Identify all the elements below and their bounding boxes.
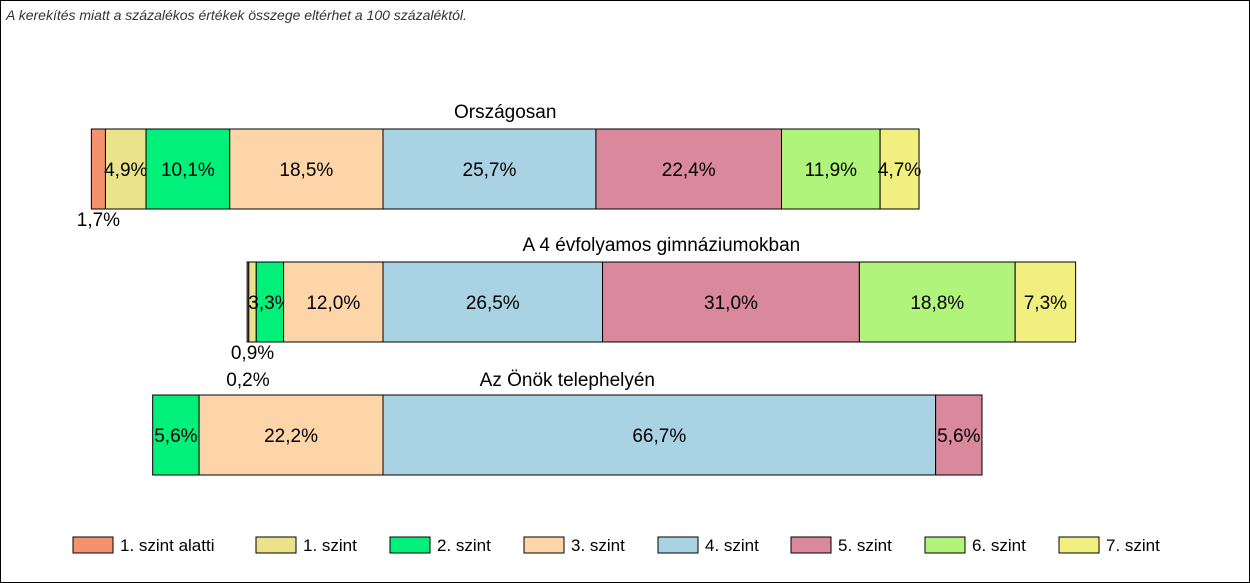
- bar-title: A 4 évfolyamos gimnáziumokban: [522, 235, 800, 256]
- bar-title: Országosan: [454, 102, 556, 123]
- bar-segment-6: [595, 128, 783, 210]
- legend-swatch: [790, 536, 832, 554]
- bar-segment-5: [382, 261, 604, 343]
- legend-label: 4. szint: [705, 536, 759, 555]
- segment-value-label: 5,6%: [937, 426, 980, 447]
- legend-swatch: [657, 536, 699, 554]
- segment-value-label: 4,9%: [104, 160, 147, 181]
- bar-segment-6: [935, 394, 983, 476]
- legend-label: 1. szint: [303, 536, 357, 555]
- segment-value-label: 22,2%: [264, 426, 318, 447]
- legend-item: 5. szint: [790, 536, 892, 555]
- bar-segment-8: [1014, 261, 1077, 343]
- legend-swatch: [1058, 536, 1100, 554]
- rounding-note: A kerekítés miatt a százalékos értékek ö…: [6, 7, 467, 23]
- segment-value-label: 66,7%: [632, 426, 686, 447]
- legend-item: 6. szint: [924, 536, 1026, 555]
- segment-value-label: 12,0%: [306, 293, 360, 314]
- legend-item: 3. szint: [523, 536, 625, 555]
- bar-segment-7: [858, 261, 1016, 343]
- segment-value-label: 5,6%: [154, 426, 197, 447]
- legend-label: 6. szint: [972, 536, 1026, 555]
- legend-label: 3. szint: [571, 536, 625, 555]
- segment-value-label: 0,2%: [226, 370, 269, 391]
- legend-item: 4. szint: [657, 536, 759, 555]
- legend-swatch: [389, 536, 431, 554]
- bar-segment-7: [781, 128, 881, 210]
- segment-value-label: 18,5%: [279, 160, 333, 181]
- legend-item: 7. szint: [1058, 536, 1160, 555]
- legend-label: 2. szint: [437, 536, 491, 555]
- bar-segment-5: [382, 128, 597, 210]
- legend-label: 7. szint: [1106, 536, 1160, 555]
- legend-swatch: [924, 536, 966, 554]
- bar-segment-2: [104, 128, 147, 210]
- segment-value-label: 3,3%: [248, 293, 291, 314]
- bar-segment-5: [382, 394, 937, 476]
- legend-item: 1. szint alatti: [72, 536, 215, 555]
- segment-value-label: 31,0%: [704, 293, 758, 314]
- segment-value-label: 22,4%: [662, 160, 716, 181]
- bar-segment-4: [198, 394, 384, 476]
- segment-value-label: 18,8%: [910, 293, 964, 314]
- segment-value-label: 1,7%: [77, 210, 120, 231]
- legend-item: 2. szint: [389, 536, 491, 555]
- bar-segment-8: [879, 128, 920, 210]
- segment-value-label: 7,3%: [1024, 293, 1067, 314]
- segment-value-label: 26,5%: [466, 293, 520, 314]
- legend-label: 1. szint alatti: [120, 536, 215, 555]
- segment-value-label: 10,1%: [161, 160, 215, 181]
- legend-swatch: [523, 536, 565, 554]
- legend-label: 5. szint: [838, 536, 892, 555]
- bar-segment-3: [152, 394, 200, 476]
- bar-segment-3: [255, 261, 285, 343]
- bar-segment-6: [602, 261, 860, 343]
- bar-segment-4: [229, 128, 384, 210]
- segment-value-label: 0,9%: [231, 343, 274, 364]
- legend-swatch: [255, 536, 297, 554]
- segment-value-label: 11,9%: [805, 160, 858, 181]
- legend-swatch: [72, 536, 114, 554]
- bar-title: Az Önök telephelyén: [480, 370, 655, 391]
- segment-value-label: 25,7%: [463, 160, 517, 181]
- bar-segment-4: [283, 261, 384, 343]
- legend-item: 1. szint: [255, 536, 357, 555]
- segment-value-label: 4,7%: [878, 160, 921, 181]
